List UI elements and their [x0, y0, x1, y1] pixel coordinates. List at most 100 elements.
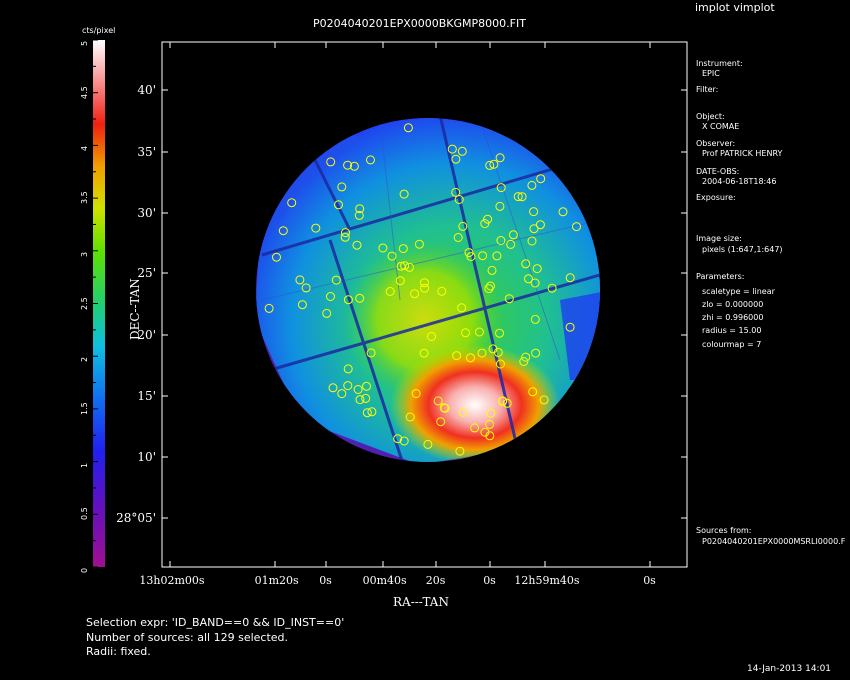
source-marker[interactable] — [530, 278, 540, 288]
source-marker[interactable] — [527, 236, 537, 246]
source-marker[interactable] — [474, 327, 484, 337]
source-marker[interactable] — [519, 357, 529, 366]
source-marker[interactable] — [403, 123, 413, 133]
source-marker[interactable] — [458, 407, 468, 417]
source-marker[interactable] — [495, 201, 505, 211]
source-marker[interactable] — [337, 389, 347, 399]
source-marker[interactable] — [485, 419, 495, 429]
source-marker[interactable] — [420, 283, 430, 293]
source-marker[interactable] — [399, 436, 409, 446]
source-marker[interactable] — [539, 395, 549, 405]
source-marker[interactable] — [331, 275, 341, 285]
source-marker[interactable] — [362, 381, 371, 391]
source-marker[interactable] — [495, 153, 505, 163]
source-marker[interactable] — [565, 273, 575, 283]
source-marker[interactable] — [527, 180, 537, 190]
source-markers[interactable] — [264, 123, 581, 456]
source-marker[interactable] — [301, 283, 311, 293]
source-marker[interactable] — [457, 303, 467, 313]
source-marker[interactable] — [366, 348, 376, 358]
source-marker[interactable] — [399, 189, 409, 199]
source-marker[interactable] — [493, 347, 503, 357]
source-marker[interactable] — [272, 252, 281, 262]
source-marker[interactable] — [484, 284, 494, 294]
source-marker[interactable] — [572, 222, 581, 232]
source-marker[interactable] — [495, 359, 505, 369]
source-marker[interactable] — [311, 223, 321, 233]
source-marker[interactable] — [343, 381, 353, 391]
source-marker[interactable] — [385, 287, 395, 296]
source-marker[interactable] — [361, 393, 371, 403]
source-marker[interactable] — [395, 276, 405, 286]
source-marker[interactable] — [343, 364, 353, 374]
source-marker[interactable] — [334, 200, 343, 210]
source-marker[interactable] — [352, 240, 362, 250]
source-marker[interactable] — [340, 232, 350, 242]
source-marker[interactable] — [419, 278, 429, 288]
source-marker[interactable] — [489, 159, 499, 169]
source-marker[interactable] — [396, 261, 406, 271]
source-marker[interactable] — [466, 252, 476, 262]
source-marker[interactable] — [440, 403, 450, 413]
source-marker[interactable] — [433, 396, 443, 406]
source-marker[interactable] — [264, 303, 274, 313]
source-marker[interactable] — [355, 395, 365, 405]
source-marker[interactable] — [466, 353, 475, 363]
source-marker[interactable] — [521, 352, 531, 362]
source-marker[interactable] — [326, 292, 335, 301]
source-marker[interactable] — [531, 348, 541, 358]
source-marker[interactable] — [287, 198, 297, 208]
source-marker[interactable] — [477, 348, 487, 358]
source-marker[interactable] — [405, 262, 414, 272]
source-marker[interactable] — [278, 226, 288, 236]
source-marker[interactable] — [343, 295, 353, 305]
source-marker[interactable] — [400, 261, 410, 271]
source-marker[interactable] — [355, 293, 365, 303]
source-marker[interactable] — [355, 204, 365, 214]
source-marker[interactable] — [495, 328, 504, 338]
source-marker[interactable] — [558, 207, 568, 217]
source-marker[interactable] — [454, 195, 464, 204]
source-marker[interactable] — [496, 236, 506, 245]
source-marker[interactable] — [565, 322, 575, 332]
source-marker[interactable] — [502, 398, 512, 408]
source-marker[interactable] — [480, 219, 490, 229]
source-marker[interactable] — [362, 408, 372, 418]
source-marker[interactable] — [405, 412, 415, 422]
source-marker[interactable] — [529, 224, 539, 234]
source-marker[interactable] — [393, 434, 403, 444]
source-marker[interactable] — [458, 221, 468, 231]
source-marker[interactable] — [398, 244, 408, 254]
source-marker[interactable] — [478, 251, 488, 261]
source-marker[interactable] — [451, 187, 461, 197]
source-marker[interactable] — [341, 228, 350, 238]
source-marker[interactable] — [470, 423, 480, 433]
source-marker[interactable] — [547, 283, 557, 293]
source-marker[interactable] — [528, 387, 538, 397]
source-marker[interactable] — [506, 239, 516, 249]
source-marker[interactable] — [535, 220, 545, 230]
source-marker[interactable] — [486, 408, 496, 418]
source-marker[interactable] — [530, 314, 540, 324]
source-marker[interactable] — [492, 251, 502, 261]
source-marker[interactable] — [532, 264, 542, 274]
source-marker[interactable] — [447, 144, 457, 154]
source-marker[interactable] — [326, 157, 336, 167]
source-marker[interactable] — [461, 328, 470, 338]
source-marker[interactable] — [367, 407, 377, 417]
source-marker[interactable] — [322, 308, 332, 318]
source-marker[interactable] — [513, 192, 523, 202]
source-marker[interactable] — [387, 251, 397, 261]
source-marker[interactable] — [517, 192, 527, 202]
source-marker[interactable] — [295, 275, 305, 285]
source-marker[interactable] — [452, 351, 462, 361]
source-marker[interactable] — [496, 183, 506, 193]
source-marker[interactable] — [485, 431, 495, 441]
source-marker[interactable] — [524, 274, 533, 284]
source-marker[interactable] — [457, 146, 467, 156]
source-marker[interactable] — [508, 230, 518, 240]
source-marker[interactable] — [354, 210, 364, 220]
source-marker[interactable] — [410, 289, 420, 299]
source-marker[interactable] — [366, 155, 375, 165]
